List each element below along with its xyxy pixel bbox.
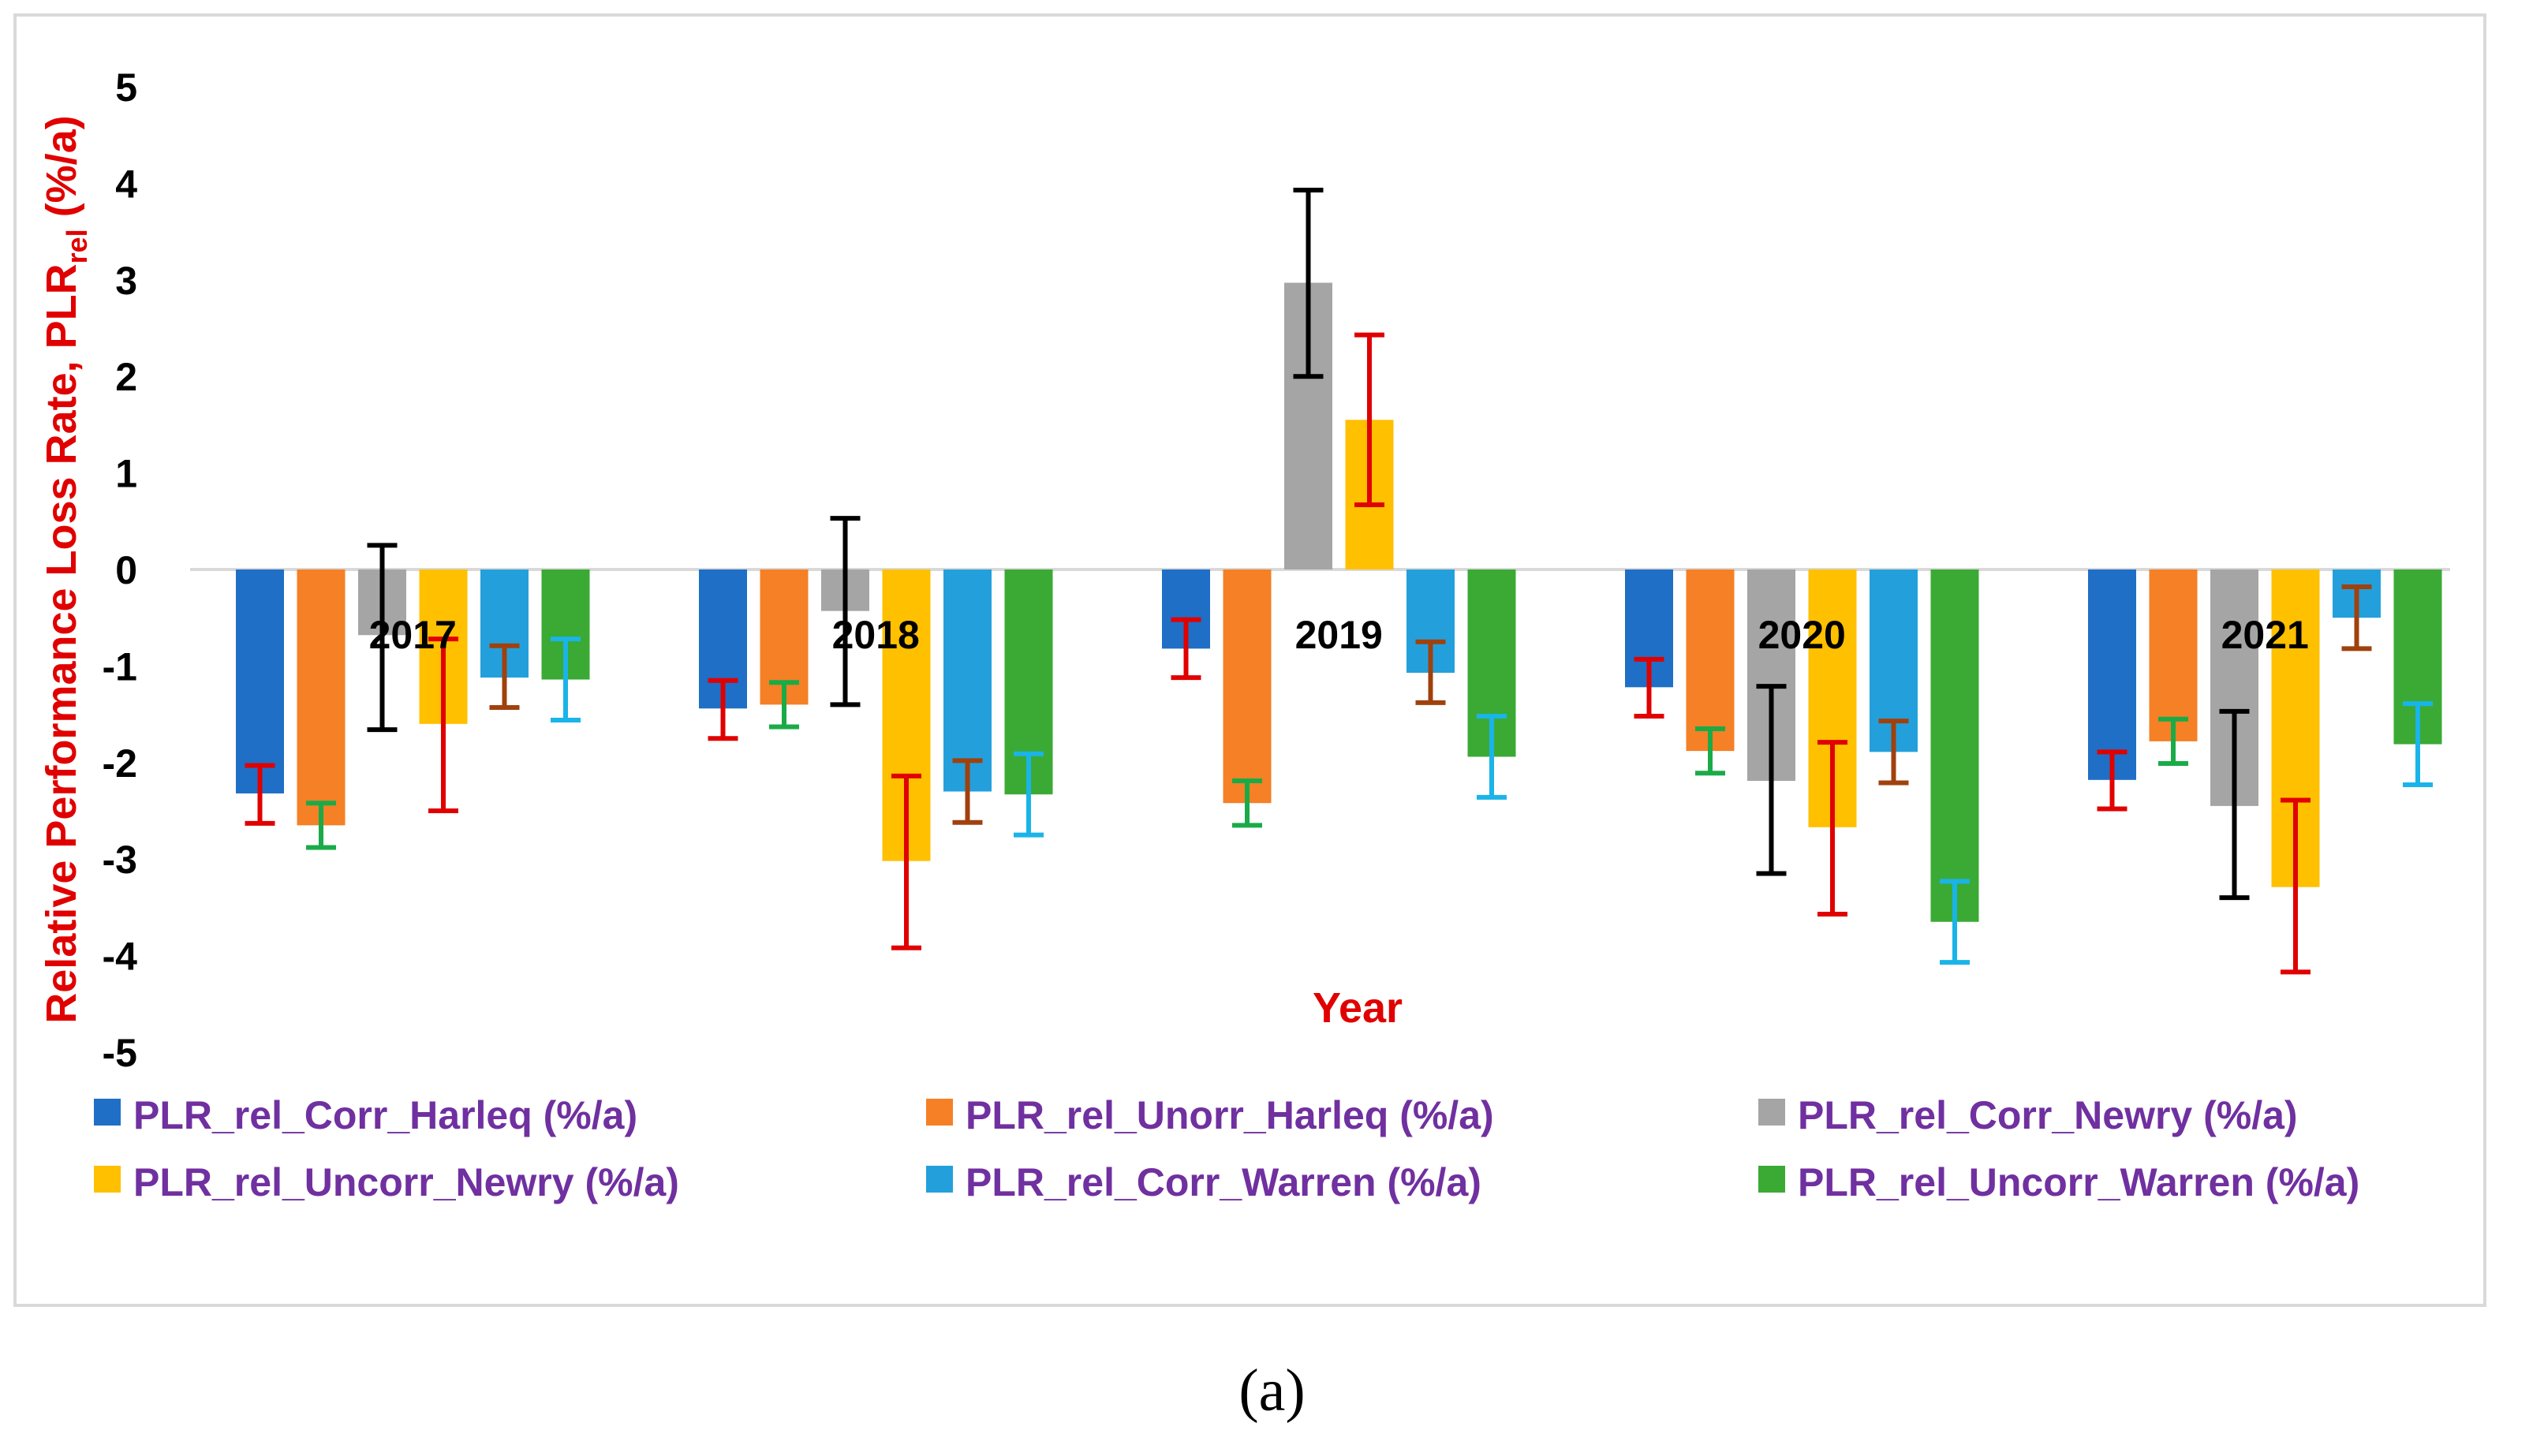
error-bar [2097,749,2127,812]
y-tick-label: 1 [115,452,137,496]
x-axis-title: Year [1313,984,1403,1032]
y-tick-label: 5 [115,65,137,110]
error-bar [1232,778,1262,828]
error-bar [2158,716,2188,767]
error-bar [1171,617,1201,681]
error-bar [551,637,581,722]
error-bar [1756,684,1787,876]
error-bar [952,758,983,825]
y-axis-title-sub: rel [61,229,93,263]
legend-swatch [1758,1166,1785,1193]
error-bar [1014,751,1044,838]
legend-swatch [94,1166,121,1193]
bar-5-2020 [1930,569,1979,922]
bar-4-2018 [943,569,992,792]
legend-swatch [1758,1099,1785,1126]
category-label: 2017 [369,613,457,657]
error-bar [2219,708,2250,901]
error-bar [2403,701,2433,787]
bar-1-2021 [2149,569,2198,741]
legend: PLR_rel_Corr_Harleq (%/a) PLR_rel_Unorr_H… [94,1093,2359,1204]
y-tick-label: 3 [115,259,137,303]
y-axis-ticks: 5 4 3 2 1 0 -1 -2 -3 -4 -5 [103,65,138,1075]
category-label: 2018 [832,613,920,657]
category-labels: 2017 2018 2019 2020 2021 [369,613,2309,657]
error-bar [489,643,520,711]
bar-1-2019 [1223,569,1272,804]
error-bar [830,516,861,707]
legend-swatch [94,1099,121,1126]
bar-1-2017 [297,569,346,826]
error-bar [1878,719,1909,786]
y-tick-label: -3 [103,838,137,882]
legend-label: PLR_rel_Uncorr_Newry (%/a) [133,1160,679,1204]
legend-label: PLR_rel_Corr_Warren (%/a) [966,1160,1481,1204]
y-tick-label: -2 [103,741,137,786]
error-bars [245,187,2433,975]
legend-label: PLR_rel_Corr_Harleq (%/a) [133,1093,637,1137]
bar-0-2017 [236,569,284,793]
y-tick-label: -1 [103,644,137,689]
bars [236,282,2442,922]
category-label: 2020 [1758,613,1846,657]
category-label: 2021 [2221,613,2309,657]
error-bar [1695,726,1725,776]
error-bar [1354,332,1384,507]
legend-swatch [926,1166,953,1193]
error-bar [245,763,275,826]
chart-frame: 5 4 3 2 1 0 -1 -2 -3 -4 -5 2017 2018 2019 2020 2021 Ye… [13,13,2486,1307]
chart-svg: 5 4 3 2 1 0 -1 -2 -3 -4 -5 2017 2018 2019 2020 2021 Ye… [38,65,2450,1204]
error-bar [428,637,458,813]
y-tick-label: -5 [103,1031,137,1075]
legend-label: PLR_rel_Corr_Newry (%/a) [1798,1093,2298,1137]
bar-0-2021 [2088,569,2136,780]
y-tick-label: 4 [115,162,137,206]
y-tick-label: -4 [103,935,138,979]
error-bar [2281,797,2311,975]
error-bar [306,801,336,850]
error-bar [1477,714,1507,800]
error-bar [891,773,921,950]
y-axis-title-suffix: (%/a) [38,115,85,229]
y-axis-title-main: Relative Performance Loss Rate, PLR [38,263,85,1023]
error-bar [708,678,738,741]
error-bar [1415,639,1446,705]
error-bar [769,680,799,730]
bar-1-2020 [1686,569,1735,752]
error-bar [1817,740,1847,917]
error-bar [1940,879,1970,965]
legend-swatch [926,1099,953,1126]
error-bar [1634,656,1664,719]
legend-label: PLR_rel_Unorr_Harleq (%/a) [966,1093,1494,1137]
error-bar [367,543,398,733]
y-axis-title: Relative Performance Loss Rate, PLRrel (… [38,115,93,1023]
legend-label: PLR_rel_Uncorr_Warren (%/a) [1798,1160,2359,1204]
error-bar [2341,584,2372,651]
error-bar [1293,187,1324,379]
y-tick-label: 0 [115,548,137,592]
figure-caption: (a) [1238,1357,1306,1424]
y-tick-label: 2 [115,355,137,399]
category-label: 2019 [1295,613,1383,657]
